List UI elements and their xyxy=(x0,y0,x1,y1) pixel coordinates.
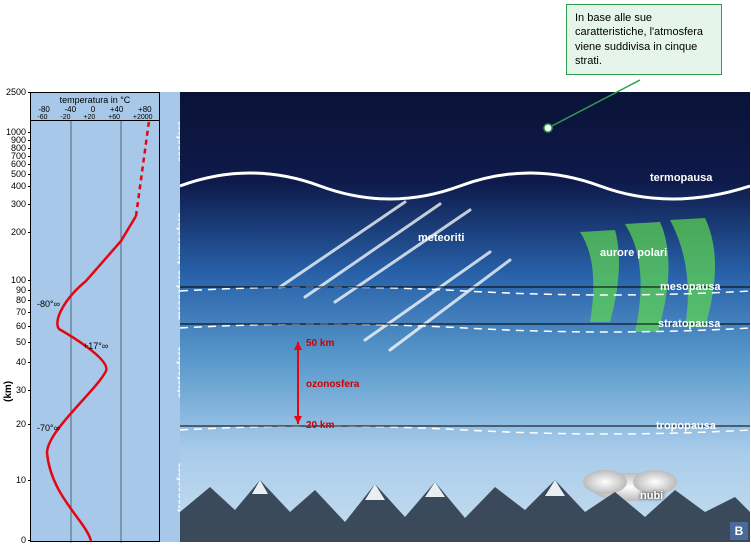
y-tick-label: 10 xyxy=(0,475,26,485)
ozone-middle-label: ozonosfera xyxy=(306,379,359,390)
y-tick-label: 60 xyxy=(0,321,26,331)
y-axis-title: altezza (km) xyxy=(0,364,14,402)
y-tick-label: 70 xyxy=(0,307,26,317)
y-tick-label: 2500 xyxy=(0,87,26,97)
aurore-label: aurore polari xyxy=(600,247,667,259)
y-tick-label: 90 xyxy=(0,285,26,295)
aurora-icon xyxy=(580,218,715,332)
y-tick-label: 400 xyxy=(0,181,26,191)
meteoriti-label: meteoriti xyxy=(418,232,464,244)
boundary-label-tropopausa: tropopausa xyxy=(656,420,716,432)
boundary-label-mesopausa: mesopausa xyxy=(660,281,721,293)
temperature-title: temperatura in °C xyxy=(31,95,159,105)
temp-annotation: +17°∞ xyxy=(83,341,108,351)
y-tick-label: 500 xyxy=(0,169,26,179)
temperature-bottom-ticks: -60-20+20+60+2000 xyxy=(31,114,159,121)
temperature-curve xyxy=(31,121,161,543)
figure-letter-badge: B xyxy=(730,522,748,540)
y-tick-label: 80 xyxy=(0,295,26,305)
y-tick-label: 30 xyxy=(0,385,26,395)
nubi-label: nubi xyxy=(640,490,663,502)
callout-box: In base alle sue caratteristiche, l'atmo… xyxy=(566,4,722,75)
y-axis: altezza (km) 250010009008007006005004003… xyxy=(0,92,30,542)
temp-annotation: -80°∞ xyxy=(37,299,60,309)
y-tick-label: 0 xyxy=(0,535,26,545)
ozone-bottom-label: 20 km xyxy=(306,420,334,431)
y-tick-label: 40 xyxy=(0,357,26,367)
y-tick-label: 100 xyxy=(0,275,26,285)
layer-label-panel: esosferatermosferamesosferastratosferatr… xyxy=(160,92,182,542)
y-tick-label: 200 xyxy=(0,227,26,237)
temp-annotation: -70°∞ xyxy=(37,423,60,433)
temperature-header: temperatura in °C -80-400+40+80 -60-20+2… xyxy=(31,93,159,121)
boundary-label-termopausa: termopausa xyxy=(650,172,712,184)
y-tick-label: 50 xyxy=(0,337,26,347)
y-tick-label: 20 xyxy=(0,419,26,429)
y-tick-label: 600 xyxy=(0,159,26,169)
temperature-top-ticks: -80-400+40+80 xyxy=(31,105,159,114)
ozone-top-label: 50 km xyxy=(306,338,334,349)
atmosphere-diagram: meteoriti aurore polari nubi 50 km ozono… xyxy=(180,92,750,542)
boundary-label-stratopausa: stratopausa xyxy=(658,318,720,330)
y-tick-label: 300 xyxy=(0,199,26,209)
temperature-panel: temperatura in °C -80-400+40+80 -60-20+2… xyxy=(30,92,160,542)
